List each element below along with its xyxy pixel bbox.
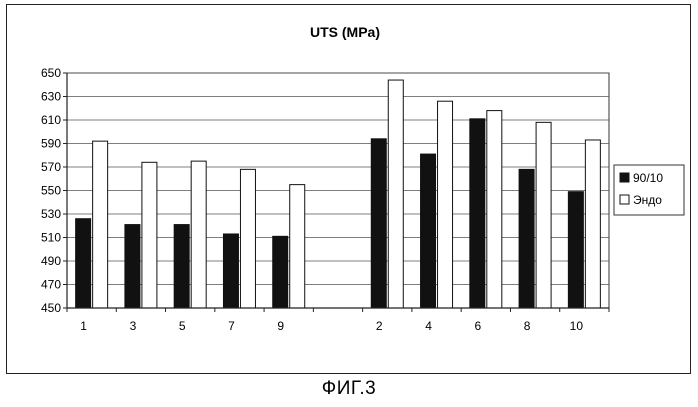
y-tick-label: 590 — [41, 137, 61, 151]
legend: 90/10 Эндо — [614, 165, 684, 215]
legend-swatch-series1 — [620, 173, 629, 182]
bar-series1 — [76, 219, 91, 308]
x-tick-label: 2 — [376, 319, 383, 333]
x-tick-label: 5 — [179, 319, 186, 333]
y-tick-label: 510 — [41, 231, 61, 245]
y-tick-label: 450 — [41, 301, 61, 315]
bar-series1 — [470, 119, 485, 308]
x-tick-label: 4 — [425, 319, 432, 333]
bar-series2 — [438, 101, 453, 308]
y-tick-label: 530 — [41, 207, 61, 221]
bar-series1 — [371, 139, 386, 308]
y-tick-label: 550 — [41, 184, 61, 198]
bar-series2 — [191, 161, 206, 308]
bar-series1 — [568, 192, 583, 308]
y-tick-label: 610 — [41, 113, 61, 127]
bar-series2 — [93, 141, 108, 308]
bar-series2 — [487, 111, 502, 308]
bar-series2 — [388, 80, 403, 308]
x-tick-label: 9 — [277, 319, 284, 333]
bar-series1 — [125, 225, 140, 308]
figure-caption: ФИГ.3 — [0, 378, 698, 400]
bar-series2 — [585, 140, 600, 308]
bar-series2 — [142, 162, 157, 308]
legend-label: 90/10 — [633, 171, 663, 185]
bar-series2 — [536, 122, 551, 308]
y-tick-label: 570 — [41, 160, 61, 174]
bar-series1 — [174, 225, 189, 308]
bar-series1 — [421, 154, 436, 308]
x-tick-label: 7 — [228, 319, 235, 333]
y-tick-label: 630 — [41, 90, 61, 104]
x-tick-label: 10 — [570, 319, 584, 333]
x-tick-label: 8 — [524, 319, 531, 333]
x-tick-label: 1 — [80, 319, 87, 333]
chart-title: UTS (MPa) — [310, 24, 380, 40]
legend-swatch-series2 — [620, 195, 629, 204]
legend-label: Эндо — [633, 193, 662, 207]
bar-series2 — [290, 185, 305, 308]
y-tick-label: 650 — [41, 66, 61, 80]
bar-series1 — [519, 169, 534, 308]
y-tick-label: 470 — [41, 278, 61, 292]
bar-series1 — [223, 234, 238, 308]
x-tick-label: 6 — [474, 319, 481, 333]
x-tick-label: 3 — [130, 319, 137, 333]
y-tick-label: 490 — [41, 254, 61, 268]
bar-series1 — [273, 236, 288, 308]
bar-series2 — [240, 169, 255, 308]
